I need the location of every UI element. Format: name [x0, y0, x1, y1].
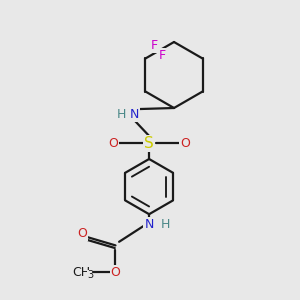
Text: H: H — [117, 108, 126, 121]
Text: H: H — [160, 218, 170, 231]
Text: CH: CH — [72, 266, 90, 279]
Text: O: O — [111, 266, 120, 279]
Text: F: F — [158, 49, 166, 62]
Text: N: N — [129, 108, 139, 121]
Text: F: F — [150, 39, 158, 52]
Text: N: N — [144, 218, 154, 231]
Text: O: O — [77, 227, 87, 240]
Text: S: S — [144, 136, 154, 151]
Text: O: O — [108, 137, 118, 150]
Text: 3: 3 — [87, 270, 93, 280]
Text: O: O — [180, 137, 190, 150]
